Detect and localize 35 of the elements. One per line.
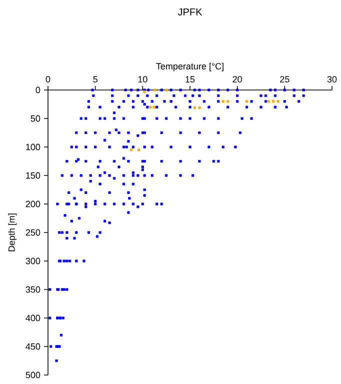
x-tick-label: 20 — [232, 76, 242, 82]
x-tick-label: 15 — [186, 76, 195, 82]
point — [245, 100, 248, 103]
point — [226, 100, 230, 103]
point — [138, 148, 140, 152]
point — [165, 88, 168, 92]
y-tick-label: 250 — [26, 229, 40, 236]
y-tick-label: 150 — [26, 172, 40, 179]
point — [276, 100, 280, 103]
y-tick-label: 0 — [36, 86, 40, 94]
point — [154, 88, 156, 92]
y-tick-label: 500 — [26, 372, 40, 378]
x-tick-label: 5 — [93, 76, 98, 82]
x-tick-label: 25 — [280, 76, 290, 82]
y-axis-title: Depth [m] — [8, 214, 17, 252]
x-tick-label: 10 — [138, 76, 148, 82]
y-tick-label: 400 — [26, 314, 40, 322]
y-tick-label: 200 — [26, 200, 40, 208]
point — [198, 106, 201, 109]
y-tick-label: 300 — [26, 258, 40, 264]
x-tick-label: 30 — [327, 76, 337, 82]
point — [272, 100, 275, 103]
x-tick-label: 0 — [46, 76, 50, 82]
point — [267, 100, 270, 103]
y-tick-label: 100 — [26, 144, 40, 150]
y-tick-label: 350 — [26, 286, 40, 293]
point — [152, 106, 156, 108]
point — [222, 100, 224, 103]
point — [130, 148, 133, 152]
x-axis-title: Temperature [°C] — [156, 62, 224, 72]
y-tick-label: 50 — [30, 115, 40, 122]
point — [193, 106, 196, 109]
point — [148, 106, 152, 108]
y-tick-label: 450 — [26, 343, 40, 350]
chart-title: JPFK — [178, 8, 202, 16]
